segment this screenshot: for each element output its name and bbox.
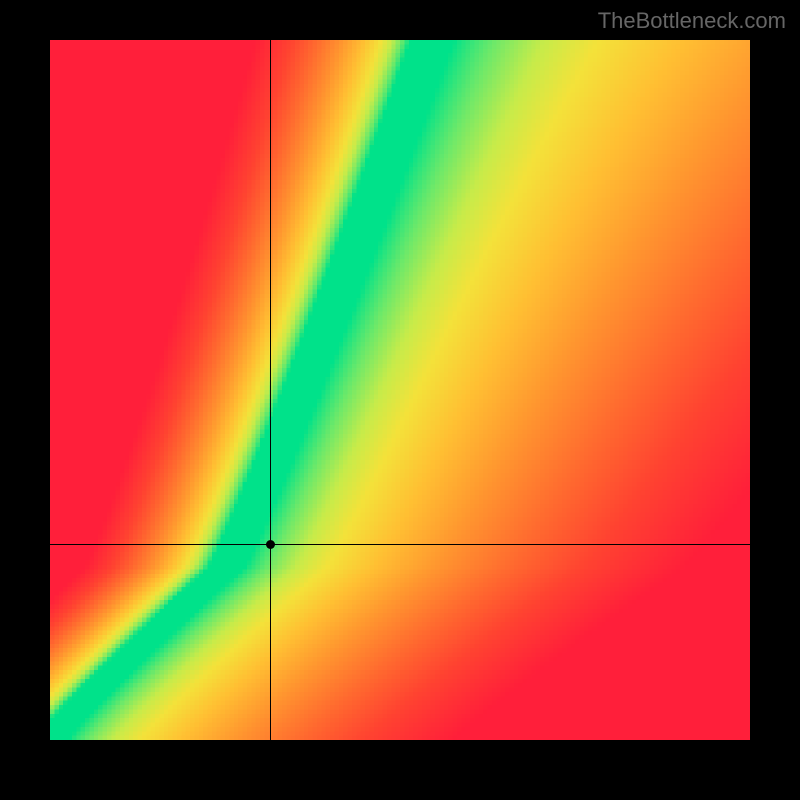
- crosshair-vertical: [270, 40, 271, 740]
- watermark-text: TheBottleneck.com: [598, 8, 786, 34]
- crosshair-dot: [266, 540, 275, 549]
- crosshair-horizontal: [50, 544, 750, 545]
- heatmap-plot: [50, 40, 750, 740]
- heatmap-canvas: [50, 40, 750, 740]
